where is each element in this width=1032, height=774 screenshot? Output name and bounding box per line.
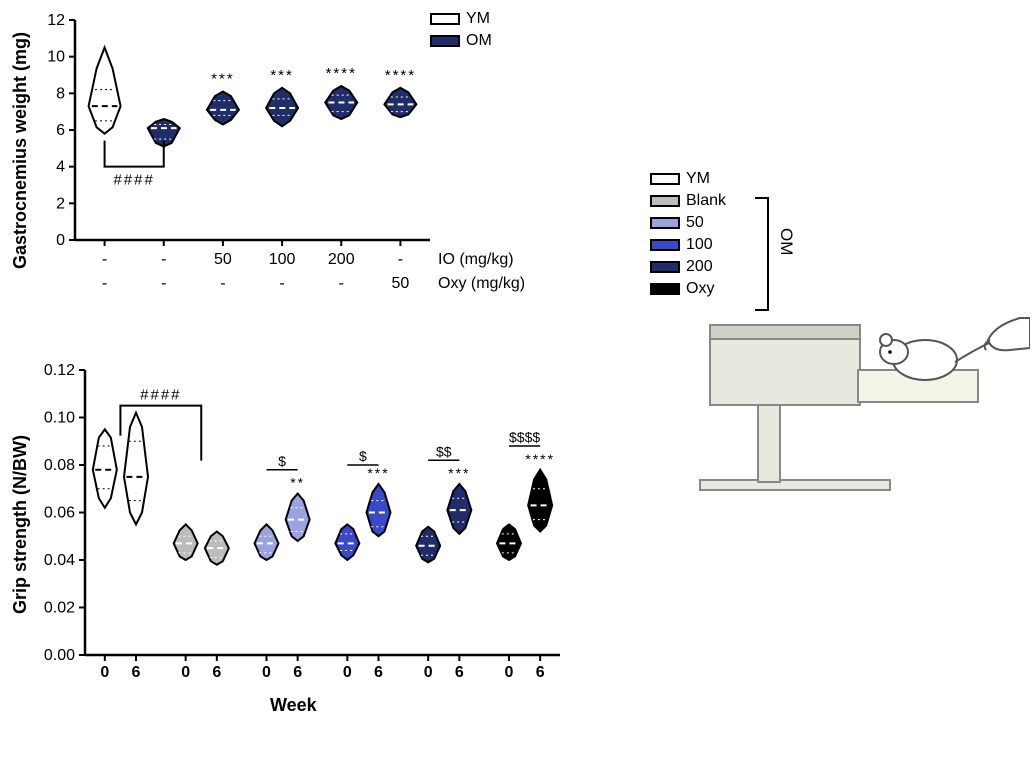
- svg-text:****: ****: [525, 451, 555, 467]
- svg-text:$: $: [278, 453, 286, 469]
- svg-text:0.06: 0.06: [44, 505, 75, 522]
- chart1-legend: YM OM: [430, 10, 492, 50]
- apparatus-drawing: [690, 270, 1030, 530]
- legend-item: 100: [650, 236, 726, 254]
- svg-text:-: -: [161, 275, 166, 292]
- svg-text:6: 6: [132, 664, 141, 681]
- svg-text:$$: $$: [436, 443, 452, 459]
- swatch: [650, 173, 680, 185]
- legend-item: YM: [650, 170, 726, 188]
- swatch: [650, 195, 680, 207]
- svg-text:0: 0: [505, 664, 514, 681]
- svg-text:####: ####: [140, 387, 181, 404]
- svg-text:0.08: 0.08: [44, 457, 75, 474]
- svg-text:-: -: [102, 251, 107, 268]
- svg-text:0.10: 0.10: [44, 410, 75, 427]
- svg-text:0: 0: [424, 664, 433, 681]
- swatch: [650, 283, 680, 295]
- svg-text:4: 4: [56, 159, 65, 176]
- svg-text:-: -: [339, 275, 344, 292]
- svg-text:10: 10: [47, 49, 65, 66]
- legend-item: Blank: [650, 192, 726, 210]
- svg-text:2: 2: [56, 195, 65, 212]
- svg-text:6: 6: [212, 664, 221, 681]
- legend-item: 50: [650, 214, 726, 232]
- svg-text:0.12: 0.12: [44, 362, 75, 379]
- svg-text:50: 50: [214, 251, 232, 268]
- swatch: [650, 239, 680, 251]
- chart-grip-strength: Grip strength (N/BW) 0.000.020.040.060.0…: [0, 345, 600, 725]
- swatch: [650, 217, 680, 229]
- svg-text:0: 0: [343, 664, 352, 681]
- legend-label: 50: [686, 214, 704, 232]
- svg-text:$: $: [359, 448, 367, 464]
- svg-text:***: ***: [270, 67, 294, 84]
- svg-text:6: 6: [293, 664, 302, 681]
- svg-text:**: **: [290, 475, 305, 491]
- svg-text:6: 6: [536, 664, 545, 681]
- svg-text:6: 6: [374, 664, 383, 681]
- svg-text:0: 0: [100, 664, 109, 681]
- legend-label: 100: [686, 236, 713, 254]
- svg-text:0: 0: [56, 232, 65, 249]
- svg-text:12: 12: [47, 12, 65, 29]
- svg-text:-: -: [279, 275, 284, 292]
- svg-text:50: 50: [392, 275, 410, 292]
- svg-text:100: 100: [269, 251, 296, 268]
- svg-text:****: ****: [326, 65, 357, 82]
- legend-label: YM: [466, 10, 490, 28]
- legend-label: Blank: [686, 192, 726, 210]
- legend-item: OM: [430, 32, 492, 50]
- chart1-svg: 024681012**************####--50100200-IO…: [0, 0, 600, 320]
- svg-text:8: 8: [56, 85, 65, 102]
- svg-text:***: ***: [448, 465, 470, 481]
- svg-text:Oxy (mg/kg): Oxy (mg/kg): [438, 275, 525, 292]
- svg-text:IO (mg/kg): IO (mg/kg): [438, 251, 514, 268]
- legend-item: YM: [430, 10, 492, 28]
- svg-text:200: 200: [328, 251, 355, 268]
- svg-text:-: -: [220, 275, 225, 292]
- figure-page: Gastrocnemius weight (mg) 024681012*****…: [0, 0, 1032, 774]
- swatch-om: [430, 35, 460, 47]
- svg-text:####: ####: [113, 172, 154, 189]
- swatch-ym: [430, 13, 460, 25]
- svg-text:0.02: 0.02: [44, 600, 75, 617]
- svg-text:***: ***: [211, 71, 235, 88]
- legend-label: YM: [686, 170, 710, 188]
- svg-text:***: ***: [367, 465, 389, 481]
- svg-text:6: 6: [455, 664, 464, 681]
- svg-text:0: 0: [181, 664, 190, 681]
- side-legend-bracket-label: OM: [776, 228, 796, 255]
- svg-text:0.00: 0.00: [44, 647, 75, 664]
- swatch: [650, 261, 680, 273]
- svg-text:-: -: [398, 251, 403, 268]
- svg-text:0.04: 0.04: [44, 552, 75, 569]
- chart2-svg: 0.00 0.02 0.04 0.06 0.08 0.10 0.12 0 6 0 6 0 6 ** 0 6 **…: [0, 345, 600, 725]
- svg-text:0: 0: [262, 664, 271, 681]
- svg-text:6: 6: [56, 122, 65, 139]
- legend-label: OM: [466, 32, 492, 50]
- svg-text:-: -: [102, 275, 107, 292]
- svg-text:-: -: [161, 251, 166, 268]
- svg-text:****: ****: [385, 67, 416, 84]
- chart2-xlabel: Week: [270, 695, 317, 716]
- svg-text:$$$$: $$$$: [509, 429, 540, 445]
- chart-gastrocnemius: Gastrocnemius weight (mg) 024681012*****…: [0, 0, 600, 320]
